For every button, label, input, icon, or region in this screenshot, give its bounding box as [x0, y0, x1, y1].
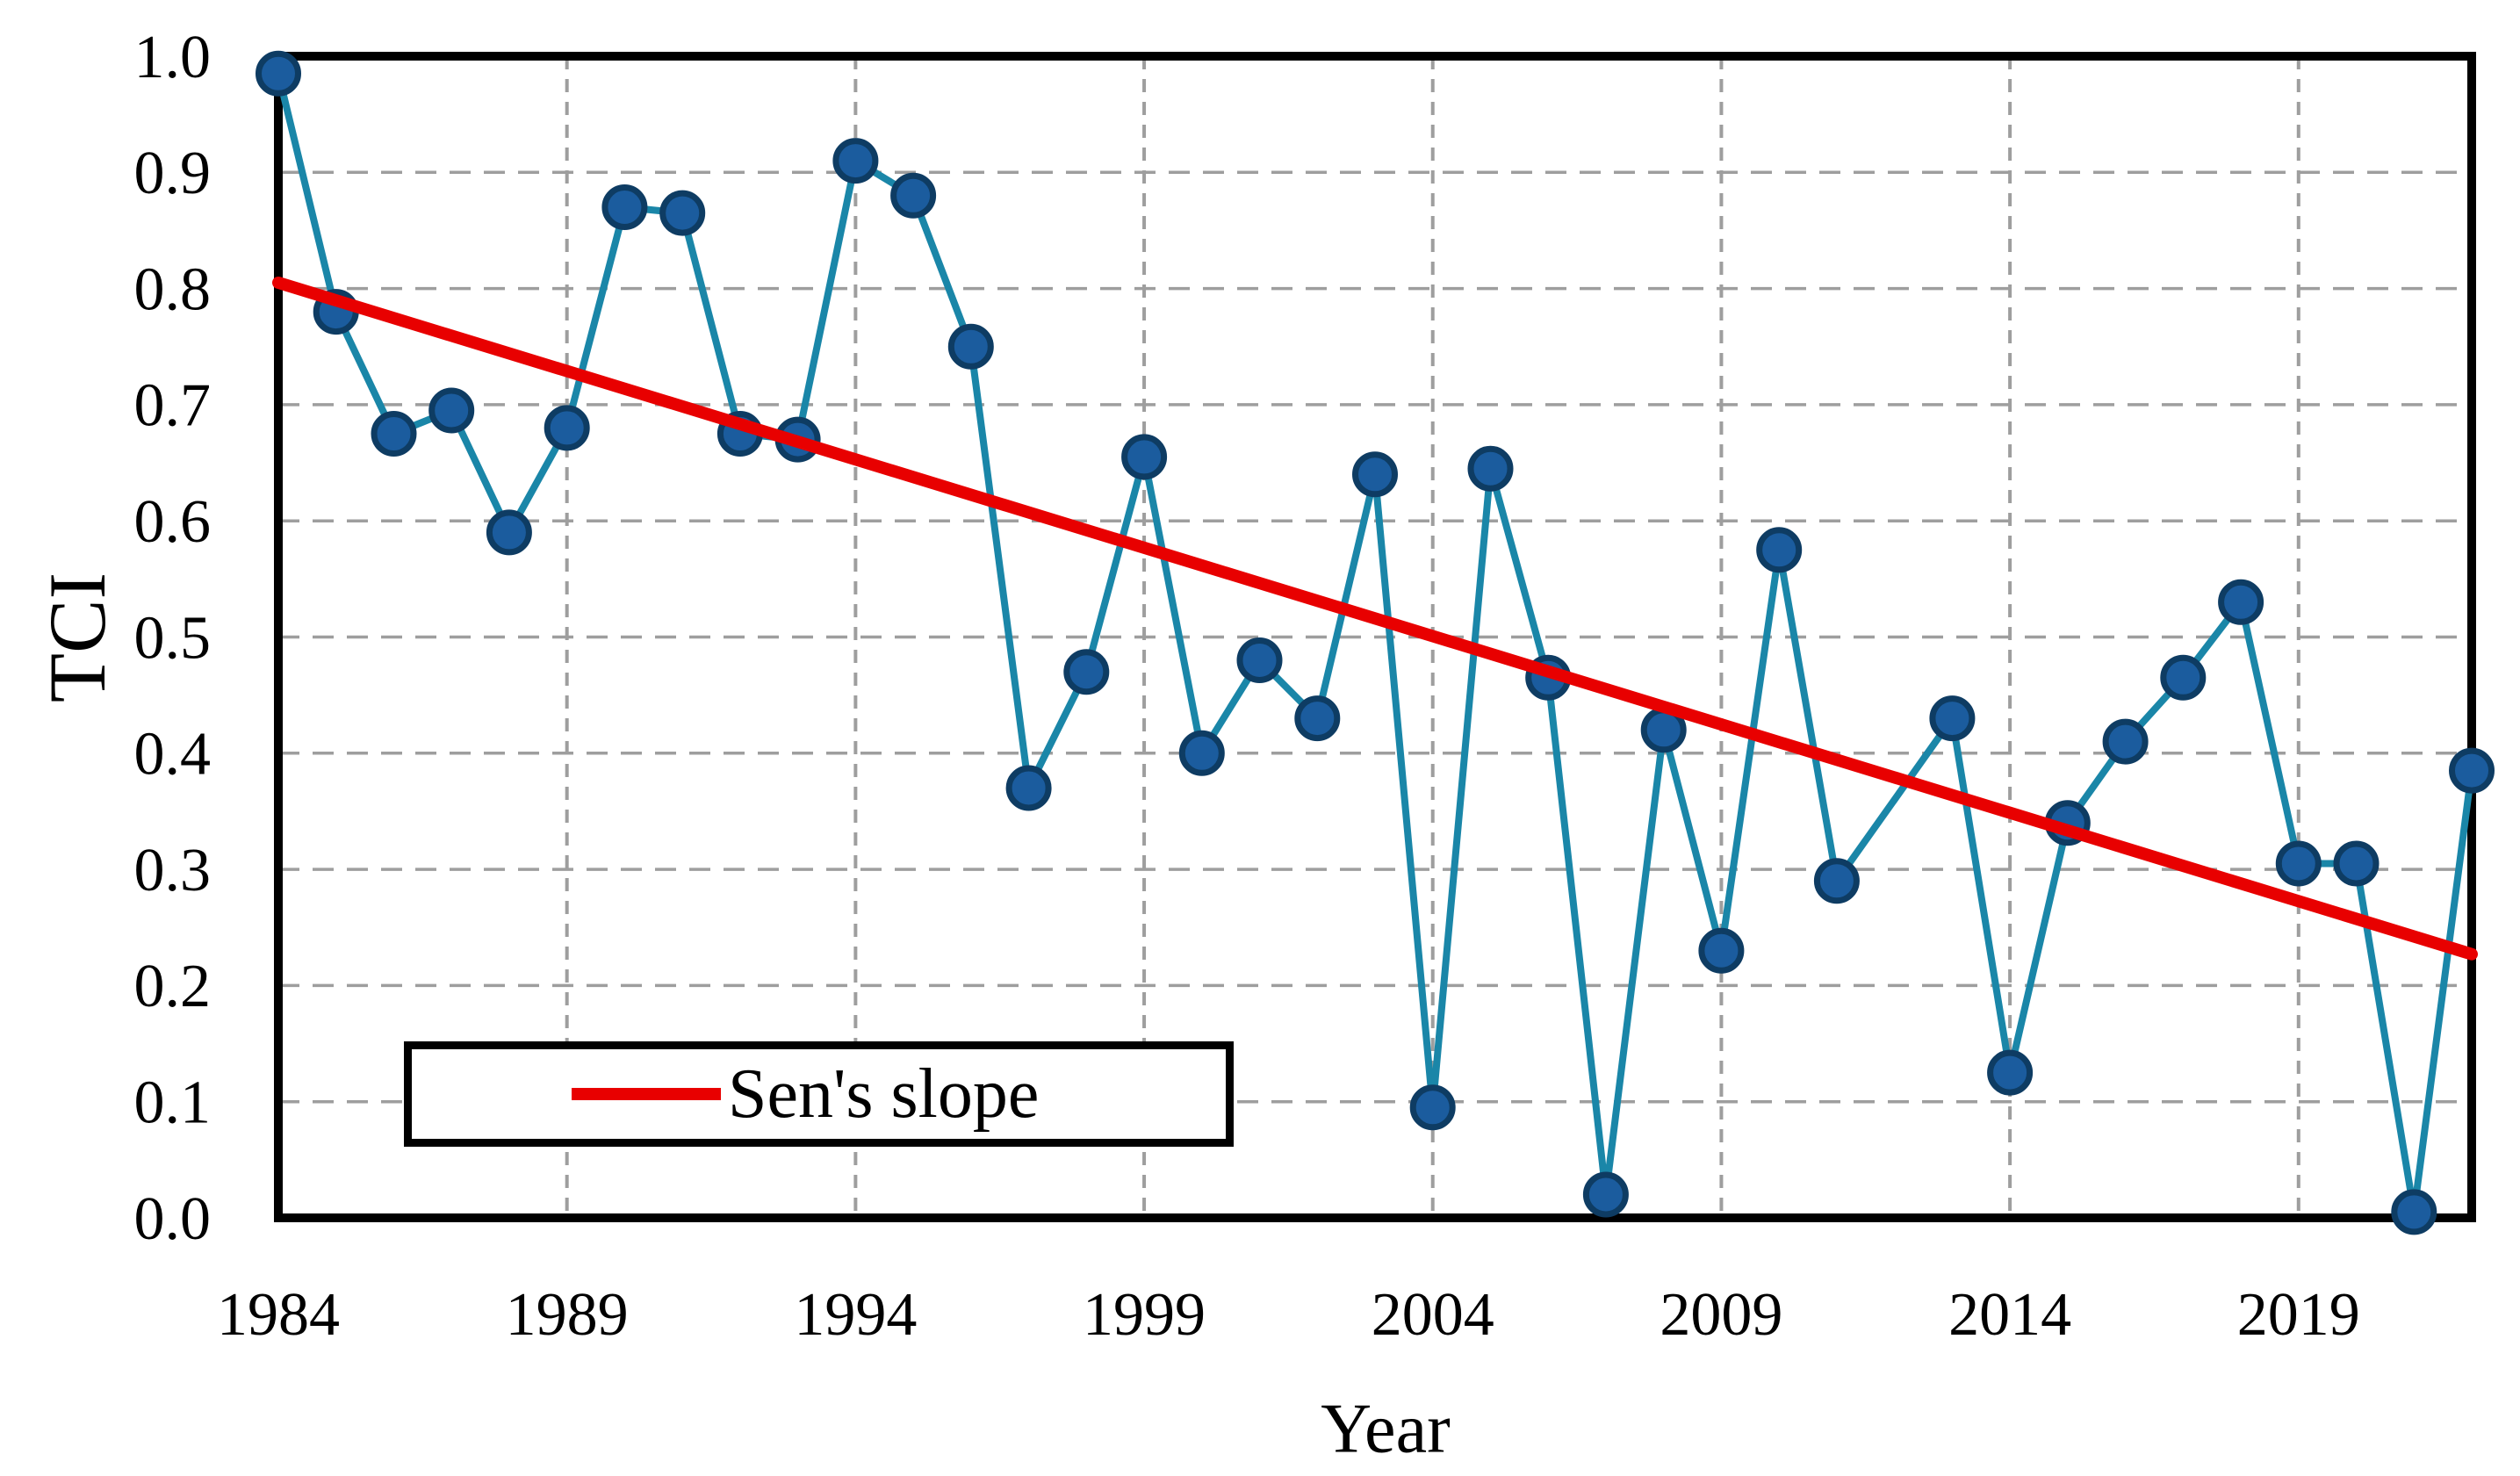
x-tick-label: 1999	[1083, 1281, 1206, 1349]
x-tick-label: 2009	[1660, 1281, 1782, 1349]
data-point-marker	[544, 405, 590, 451]
sens-slope-line	[272, 276, 2478, 961]
legend-box: Sen's slope	[404, 1041, 1234, 1147]
data-point-marker	[1756, 527, 1803, 573]
x-tick-label: 2004	[1372, 1281, 1494, 1349]
data-point-marker	[2391, 1189, 2437, 1235]
y-tick-label: 0.7	[134, 372, 212, 440]
data-point-marker	[1987, 1049, 2034, 1096]
data-point-marker	[1352, 451, 1398, 498]
data-point-marker	[2333, 840, 2380, 887]
x-tick-label: 2014	[1948, 1281, 2071, 1349]
data-point-marker	[1063, 649, 1110, 695]
data-point-marker	[1121, 434, 1168, 480]
data-point-marker	[1409, 1084, 1456, 1131]
x-tick-label: 1989	[506, 1281, 629, 1349]
x-tick-label: 2019	[2237, 1281, 2360, 1349]
data-point-marker	[1294, 695, 1341, 742]
legend-label: Sen's slope	[728, 1055, 1040, 1133]
y-tick-label: 0.4	[134, 721, 212, 788]
data-point-marker	[832, 138, 879, 184]
y-tick-label: 0.3	[134, 837, 212, 904]
sens-slope-line-swatch	[572, 1088, 721, 1100]
data-point-marker	[1467, 445, 1514, 492]
data-point-marker	[1236, 637, 1283, 683]
data-point-marker	[2102, 718, 2149, 765]
y-tick-label: 0.2	[134, 953, 212, 1020]
data-point-marker	[1698, 927, 1745, 974]
y-tick-label: 1.0	[134, 24, 212, 91]
y-tick-label: 0.8	[134, 256, 212, 323]
x-axis-title: Year	[1321, 1390, 1451, 1468]
data-point-marker	[947, 323, 994, 370]
data-point-marker	[371, 411, 417, 457]
data-point-marker	[2218, 579, 2264, 625]
data-point-marker	[890, 172, 937, 219]
data-point-marker	[2160, 654, 2207, 701]
y-tick-label: 0.5	[134, 604, 212, 672]
y-tick-label: 0.6	[134, 488, 212, 556]
data-point-marker	[256, 50, 301, 97]
data-point-marker	[1582, 1171, 1629, 1218]
data-point-marker	[1813, 858, 1860, 904]
data-point-marker	[428, 387, 475, 434]
y-tick-label: 0.1	[134, 1069, 212, 1137]
y-tick-label: 0.0	[134, 1185, 212, 1253]
data-point-marker	[1005, 765, 1052, 811]
data-point-marker	[601, 184, 648, 230]
x-tick-label: 1994	[794, 1281, 917, 1349]
data-point-marker	[1178, 730, 1225, 776]
data-point-marker	[2275, 840, 2322, 887]
plot-border	[274, 52, 2476, 1222]
y-tick-label: 0.9	[134, 140, 212, 207]
data-point-marker	[659, 190, 706, 236]
data-point-marker	[1929, 695, 1976, 742]
data-point-marker	[2449, 747, 2495, 794]
data-point-marker	[486, 509, 532, 556]
x-tick-label: 1984	[217, 1281, 340, 1349]
y-axis-title: TCI	[32, 572, 122, 703]
